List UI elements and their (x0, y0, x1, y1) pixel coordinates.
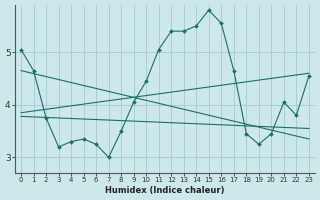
X-axis label: Humidex (Indice chaleur): Humidex (Indice chaleur) (105, 186, 225, 195)
